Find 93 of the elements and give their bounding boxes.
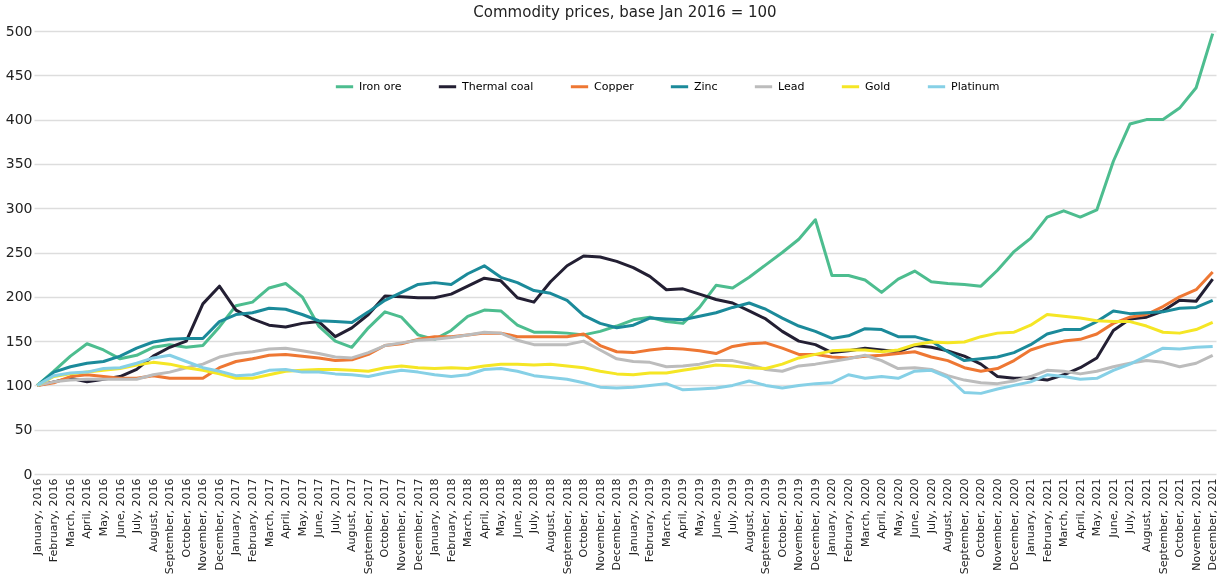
x-tick-label: January, 2020 [825,478,839,557]
line-series [35,344,1215,395]
x-tick-label: October, 2016 [179,478,193,558]
y-tick-label: 250 [5,244,33,260]
legend-label: Zinc [694,79,718,93]
x-tick-label: January, 2018 [428,478,442,557]
x-tick-label: November, 2016 [196,478,210,571]
y-tick-label: 300 [5,199,33,216]
x-tick-label: October, 2020 [974,478,988,558]
x-tick-label: May, 2016 [97,478,111,537]
x-tick-label: September, 2018 [560,478,574,575]
x-tick-label: July, 2020 [924,478,938,535]
x-tick-label: June, 2020 [908,478,922,539]
chart-title: Commodity prices, base Jan 2016 = 100 [473,3,777,21]
line-series [35,330,1215,387]
x-tick-label: February, 2021 [1040,478,1054,563]
x-tick-label: March, 2021 [1057,478,1071,548]
x-tick-label: February, 2018 [444,478,458,563]
x-tick-label: March, 2018 [461,478,475,548]
x-tick-label: August, 2016 [146,478,160,552]
x-tick-label: January, 2016 [30,478,44,557]
x-tick-label: February, 2016 [47,478,61,563]
y-tick-label: 500 [5,22,33,39]
x-tick-label: November, 2019 [792,478,806,571]
x-tick-label: October, 2017 [378,478,392,558]
y-tick-label: 400 [5,111,33,128]
x-tick-label: May, 2017 [295,478,309,537]
x-tick-label: December, 2018 [610,478,624,571]
y-tick-label: 0 [23,465,33,482]
x-tick-label: April, 2020 [875,478,889,539]
legend-label: Lead [778,79,805,93]
x-tick-label: December, 2016 [212,478,226,571]
x-tick-label: May, 2018 [494,478,508,537]
legend-label: Iron ore [359,79,402,93]
legend-label: Gold [865,79,891,93]
x-tick-label: March, 2016 [63,478,77,548]
x-tick-label: January, 2021 [1024,478,1038,557]
x-tick-label: January, 2019 [626,478,640,557]
x-tick-label: December, 2021 [1206,478,1220,571]
legend-label: Copper [594,79,635,93]
x-tick-label: November, 2018 [593,478,607,571]
x-tick-label: December, 2020 [1007,478,1021,571]
x-tick-label: June, 2019 [709,478,723,539]
y-tick-label: 450 [5,66,33,83]
y-tick-label: 150 [5,332,33,349]
x-tick-label: January, 2017 [229,478,243,557]
x-tick-label: February, 2017 [246,478,260,563]
x-tick-label: February, 2020 [841,478,855,563]
x-tick-label: September, 2019 [759,478,773,575]
x-tick-label: March, 2020 [858,478,872,548]
x-tick-label: June, 2017 [312,478,326,539]
x-tick-label: May, 2019 [693,478,706,537]
x-tick-label: May, 2020 [891,478,905,537]
x-tick-label: June, 2018 [510,478,524,539]
x-tick-label: April, 2018 [477,478,491,539]
x-tick-label: September, 2020 [957,478,971,575]
x-tick-label: July, 2016 [130,478,144,535]
x-tick-label: June, 2021 [1106,478,1120,539]
y-tick-label: 200 [5,288,33,305]
x-tick-label: December, 2019 [808,478,822,571]
y-tick-label: 100 [5,376,33,393]
x-tick-label: December, 2017 [411,478,425,571]
x-tick-label: March, 2019 [659,478,673,548]
x-tick-label: May, 2021 [1090,478,1104,537]
x-tick-label: October, 2021 [1173,478,1187,558]
x-tick-label: November, 2017 [395,478,409,571]
x-tick-label: April, 2021 [1073,478,1087,539]
x-tick-label: July, 2018 [527,478,541,535]
y-tick-label: 350 [5,155,33,172]
x-tick-label: September, 2021 [1156,478,1170,575]
x-tick-label: September, 2017 [361,478,375,575]
x-tick-label: April, 2019 [676,478,690,539]
x-tick-label: October, 2019 [775,478,789,558]
x-tick-label: November, 2020 [990,478,1004,571]
x-tick-label: February, 2019 [643,478,657,563]
x-tick-label: August, 2021 [1139,478,1153,552]
x-tick-label: March, 2017 [262,478,276,548]
x-tick-label: September, 2016 [163,478,177,575]
x-tick-label: November, 2021 [1189,478,1203,571]
y-tick-label: 50 [14,421,33,438]
x-tick-label: August, 2019 [742,478,756,552]
x-tick-label: April, 2017 [279,478,293,539]
legend-label: Platinum [951,79,1000,93]
x-tick-label: August, 2020 [941,478,955,552]
x-tick-label: July, 2017 [328,478,342,535]
legend-label: Thermal coal [461,79,534,93]
x-tick-label: June, 2016 [113,478,127,539]
x-tick-label: July, 2021 [1123,478,1137,535]
x-tick-label: October, 2018 [577,478,591,558]
x-tick-label: July, 2019 [726,478,740,535]
x-tick-label: April, 2016 [80,478,94,539]
x-tick-label: August, 2017 [345,478,359,552]
x-tick-label: August, 2018 [544,478,557,552]
